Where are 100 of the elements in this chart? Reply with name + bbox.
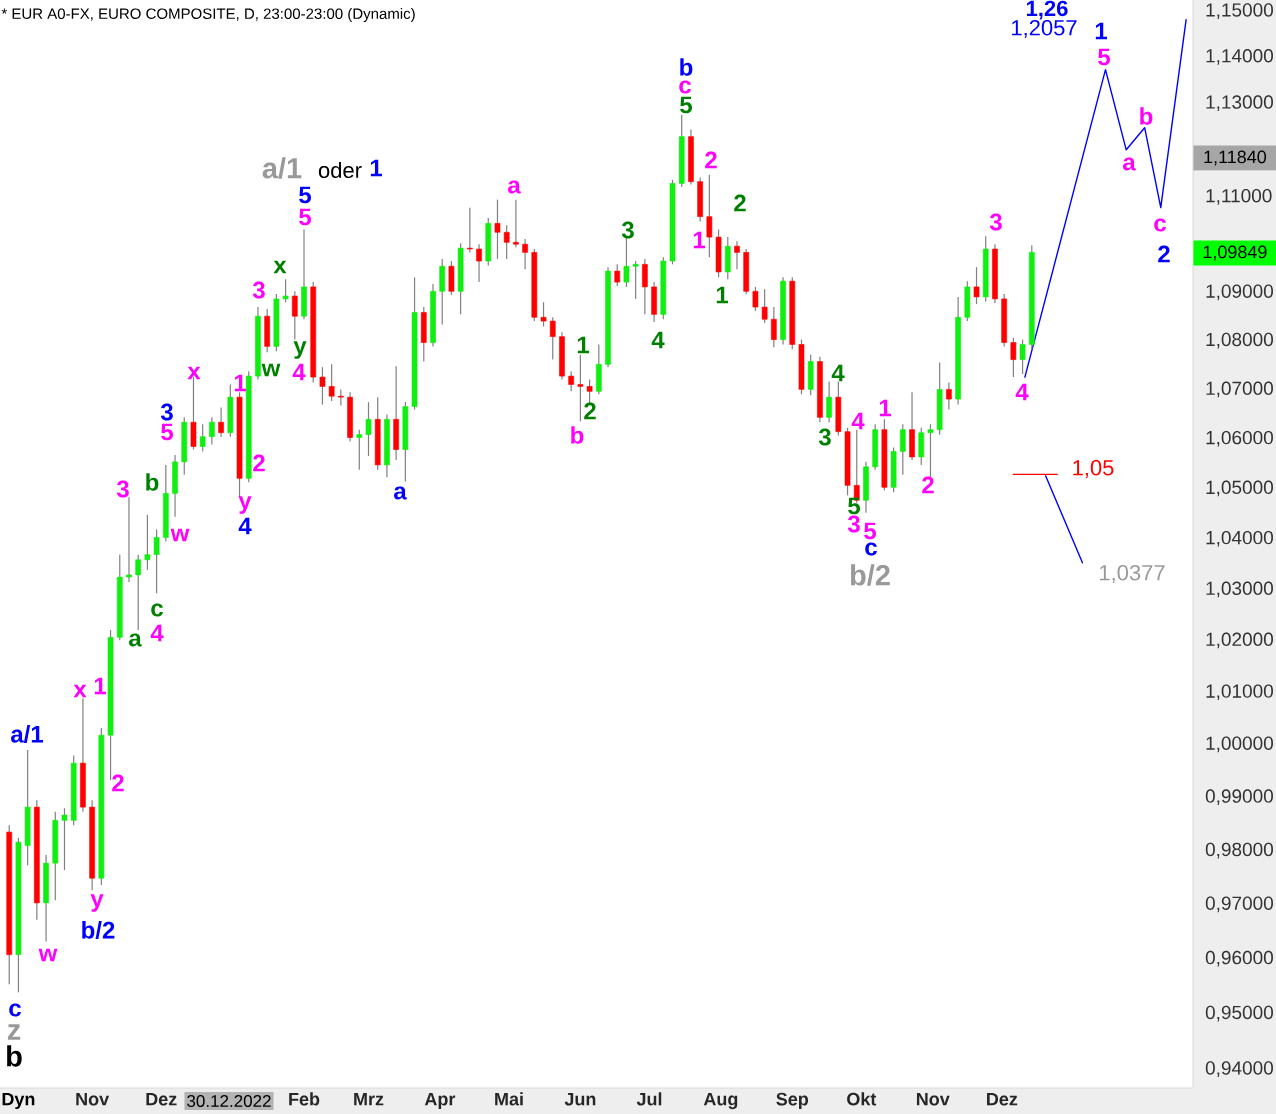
candlestick (734, 240, 740, 270)
annotation: 2 (1158, 245, 1170, 263)
annotation: a (394, 486, 407, 500)
annotation: 3 (818, 428, 831, 446)
annotation: 1,2057 (1012, 19, 1077, 39)
candlestick (126, 496, 132, 583)
annotation: c (1154, 218, 1166, 232)
x-tick-label: Dez (146, 1092, 177, 1106)
annotation: a (1123, 157, 1136, 171)
annotation: b/2 (82, 921, 115, 939)
candlestick (771, 306, 777, 348)
annotation: x (187, 366, 201, 380)
annotation: c (679, 80, 691, 94)
candlestick (209, 416, 215, 446)
annotation: w (261, 363, 281, 377)
candlestick (153, 528, 160, 594)
annotation: 2 (253, 454, 265, 472)
text: 1,09849 (1203, 245, 1267, 261)
candlestick (1010, 337, 1017, 378)
annotation: 2 (584, 402, 596, 420)
annotation: b (680, 58, 693, 76)
x-tick-label: Aug (703, 1092, 738, 1110)
annotation: 1 (577, 336, 589, 354)
candlestick (614, 263, 621, 287)
y-tick-label: 0,97000 (1205, 896, 1273, 913)
annotation: b (7, 1045, 22, 1067)
candlestick (568, 370, 574, 392)
annotation: 4 (851, 412, 865, 430)
y-tick-label: 1,06000 (1206, 430, 1273, 447)
annotation: a/1 (11, 725, 44, 743)
annotation: 1 (94, 677, 106, 695)
y-tick-label: 1,02000 (1206, 632, 1273, 649)
annotation: 1 (716, 286, 728, 304)
annotation: 1 (234, 374, 246, 392)
annotation: 3 (847, 515, 860, 533)
candlestick (540, 301, 547, 328)
text: 1,11840 (1204, 150, 1267, 166)
y-tick-label: 0,96000 (1205, 950, 1273, 967)
candlestick (338, 388, 344, 407)
annotation: 2 (922, 476, 934, 494)
annotation: 4 (238, 517, 252, 535)
candlestick (899, 423, 906, 476)
candlestick (199, 423, 206, 453)
candlestick (494, 199, 501, 260)
y-tick-label: 1,13000 (1206, 95, 1273, 112)
y-tick-label: 0,98000 (1205, 842, 1273, 859)
annotation: 5 (299, 208, 311, 226)
candlestick (577, 354, 584, 422)
annotation: y (293, 341, 307, 359)
annotation: 3 (989, 213, 1002, 231)
annotation: b (571, 426, 584, 444)
x-tick-label: Sep (776, 1092, 809, 1110)
x-tick-label: Okt (847, 1092, 877, 1106)
candlestick (761, 288, 768, 324)
x-tick-label: Nov (916, 1092, 950, 1106)
annotation: 1,26 (1026, 0, 1068, 20)
x-tick-label: Mai (495, 1092, 523, 1106)
y-tick-label: 1,14000 (1206, 49, 1273, 65)
annotation: 4 (651, 331, 665, 349)
annotation: a/1 (262, 157, 302, 179)
y-tick-label: 1,00000 (1206, 736, 1273, 753)
y-tick-label: 1,15000 (1206, 3, 1273, 19)
annotation: 3 (252, 281, 265, 299)
annotation: c (151, 603, 163, 617)
annotation: y (238, 496, 252, 514)
candlestick (61, 807, 68, 871)
chart-title: * EUR A0-FX, EURO COMPOSITE, D, 23:00-23:00 (Dynamic) (1, 8, 415, 22)
annotation: 5 (1098, 48, 1110, 66)
candlestick (319, 366, 326, 406)
y-tick-label: 1,07000 (1206, 381, 1273, 398)
annotation: 2 (734, 194, 746, 212)
y-tick-label: 0,94000 (1205, 1061, 1273, 1077)
annotation: x (73, 684, 87, 698)
x-tick-label: Nov (76, 1092, 110, 1106)
annotation: w (38, 948, 58, 962)
annotation: 3 (116, 480, 129, 498)
annotation: 2 (112, 774, 124, 792)
candlestick (503, 224, 510, 260)
candlestick (946, 381, 952, 411)
annotation: 3 (160, 403, 173, 421)
candlestick (973, 266, 980, 305)
candlestick (706, 174, 713, 258)
annotation: 5 (864, 522, 876, 540)
candlestick (144, 514, 151, 571)
annotation: 1 (1095, 22, 1107, 40)
x-tick-label: Mrz (354, 1092, 384, 1106)
annotation: 5 (161, 423, 174, 441)
x-tick-label: Dez (987, 1092, 1018, 1106)
candlestick (282, 278, 289, 303)
annotation: 5 (848, 497, 860, 515)
candlestick (218, 406, 224, 438)
y-tick-label: 0,95000 (1205, 1005, 1273, 1022)
annotation: y (90, 894, 104, 912)
annotation: 1,0377 (1100, 564, 1165, 584)
candlestick (356, 429, 363, 471)
candlestick (549, 316, 556, 361)
annotation: z (7, 1024, 21, 1040)
x-tick-label: Apr (424, 1092, 456, 1110)
annotation: 1 (370, 159, 382, 177)
y-tick-label: 1,05000 (1206, 480, 1273, 497)
